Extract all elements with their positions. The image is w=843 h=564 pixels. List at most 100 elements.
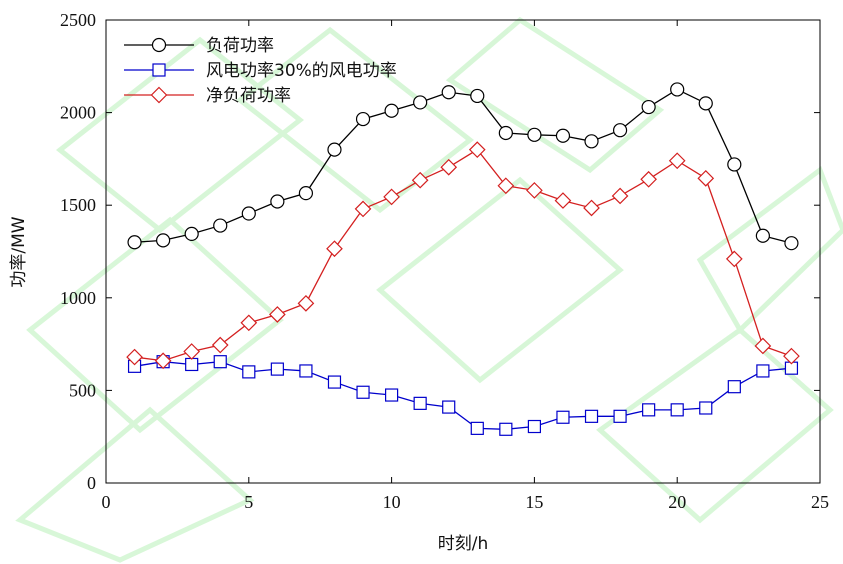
x-tick-label: 20 bbox=[668, 492, 686, 512]
x-tick-label: 25 bbox=[811, 492, 829, 512]
legend-item-3: 净负荷功率 bbox=[124, 86, 291, 106]
data-point bbox=[127, 235, 142, 250]
data-point bbox=[355, 111, 371, 127]
data-point bbox=[554, 192, 572, 209]
data-point bbox=[527, 127, 542, 142]
watermark-stroke bbox=[696, 166, 843, 335]
legend-marker bbox=[152, 63, 166, 77]
data-point bbox=[727, 157, 742, 172]
axis-ticks: 0 5 10 15 20 25 0 500 1000 1500 2000 2500 bbox=[60, 10, 829, 512]
data-point bbox=[470, 421, 484, 435]
data-point bbox=[213, 218, 228, 233]
data-point bbox=[470, 88, 485, 104]
y-tick-label: 500 bbox=[69, 380, 96, 400]
legend-item-1: 负荷功率 bbox=[124, 36, 274, 56]
data-point bbox=[441, 85, 456, 100]
watermark-stroke bbox=[26, 216, 284, 434]
x-tick-label: 15 bbox=[525, 492, 543, 512]
watermark-stroke bbox=[445, 16, 665, 174]
series-line bbox=[134, 148, 792, 362]
data-point bbox=[725, 250, 743, 268]
data-point bbox=[383, 188, 400, 206]
x-axis-label: 时刻/h bbox=[438, 534, 489, 554]
data-point bbox=[240, 314, 258, 332]
data-point bbox=[584, 134, 599, 149]
data-point bbox=[526, 182, 543, 199]
data-point bbox=[611, 187, 629, 205]
data-point bbox=[269, 306, 286, 323]
data-point bbox=[497, 177, 515, 195]
data-point bbox=[468, 141, 486, 158]
plot-frame bbox=[105, 19, 821, 484]
legend-label: 净负荷功率 bbox=[206, 86, 291, 106]
data-point bbox=[413, 95, 428, 110]
data-point bbox=[440, 158, 458, 176]
data-point bbox=[641, 99, 656, 115]
data-point bbox=[185, 357, 199, 372]
data-point bbox=[299, 364, 313, 378]
data-point bbox=[755, 228, 770, 243]
x-tick-label: 0 bbox=[102, 492, 111, 512]
data-point bbox=[384, 103, 399, 118]
watermark-stroke bbox=[55, 36, 305, 234]
data-point bbox=[556, 410, 570, 424]
data-point bbox=[527, 419, 542, 434]
data-point bbox=[498, 125, 513, 141]
data-point bbox=[183, 343, 201, 360]
series-2 bbox=[127, 355, 799, 436]
data-point bbox=[555, 128, 571, 143]
data-point bbox=[640, 170, 657, 188]
watermark-stroke bbox=[235, 26, 475, 214]
data-point bbox=[184, 226, 199, 242]
x-tick-label: 10 bbox=[383, 492, 401, 512]
data-point bbox=[156, 233, 171, 248]
data-point bbox=[612, 123, 628, 138]
data-point bbox=[754, 337, 772, 355]
data-point bbox=[327, 375, 342, 389]
data-point bbox=[211, 336, 229, 354]
data-point bbox=[213, 355, 227, 369]
legend-label: 风电功率30%的风电功率 bbox=[206, 61, 397, 81]
data-point bbox=[270, 362, 284, 376]
data-point bbox=[356, 385, 370, 399]
y-tick-label: 2000 bbox=[60, 103, 96, 123]
data-point bbox=[326, 240, 343, 258]
watermark-stroke bbox=[376, 176, 624, 384]
data-point bbox=[154, 352, 172, 370]
watermark-stroke bbox=[596, 326, 834, 524]
data-point bbox=[297, 295, 315, 312]
y-tick-label: 1500 bbox=[60, 195, 96, 215]
watermark bbox=[15, 16, 843, 563]
data-point bbox=[413, 396, 427, 410]
data-point bbox=[670, 82, 685, 97]
data-point bbox=[126, 348, 143, 366]
data-point bbox=[784, 236, 799, 251]
data-point bbox=[642, 403, 656, 417]
data-point bbox=[613, 409, 627, 423]
series-line bbox=[134, 361, 792, 430]
data-point bbox=[298, 186, 314, 201]
data-point bbox=[583, 199, 600, 217]
data-point bbox=[270, 194, 285, 209]
y-tick-label: 1000 bbox=[60, 288, 96, 308]
y-axis-label: 功率/MW bbox=[9, 216, 29, 287]
x-tick-label: 5 bbox=[244, 492, 253, 512]
y-tick-label: 0 bbox=[87, 473, 96, 493]
y-tick-label: 2500 bbox=[60, 10, 96, 30]
data-point bbox=[697, 169, 715, 187]
data-point bbox=[499, 422, 513, 436]
data-point bbox=[756, 364, 770, 378]
legend-label: 负荷功率 bbox=[206, 36, 274, 56]
data-point bbox=[727, 380, 741, 394]
data-point bbox=[354, 200, 372, 218]
watermark-stroke bbox=[15, 406, 255, 563]
data-point bbox=[242, 365, 256, 379]
data-point bbox=[668, 152, 686, 170]
data-point bbox=[385, 388, 399, 402]
legend-item-2: 风电功率30%的风电功率 bbox=[124, 61, 397, 81]
data-point bbox=[584, 409, 599, 423]
data-point bbox=[442, 400, 456, 414]
